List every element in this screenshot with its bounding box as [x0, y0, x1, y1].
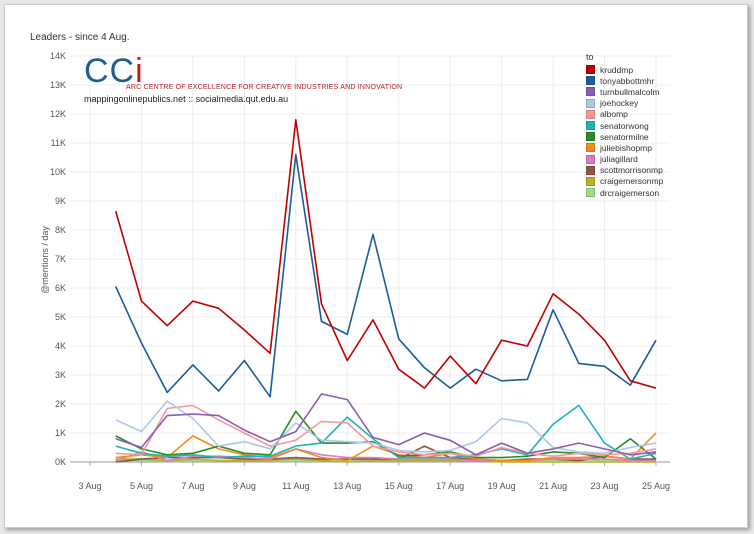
logo-tagline: ARC CENTRE OF EXCELLENCE FOR CREATIVE IN…	[126, 84, 403, 91]
legend-item-joehockey[interactable]: joehockey	[586, 98, 716, 109]
legend-item-turnbullmalcolm[interactable]: turnbullmalcolm	[586, 86, 716, 97]
x-tick-label: 11 Aug	[282, 481, 309, 491]
y-tick-label: 11K	[51, 138, 66, 148]
chart-title: Leaders - since 4 Aug.	[30, 32, 130, 43]
legend-label: turnbullmalcolm	[600, 86, 660, 97]
legend-label: senatorwong	[600, 120, 649, 131]
x-tick-label: 15 Aug	[385, 481, 413, 491]
series-line-kruddmp	[114, 119, 657, 389]
x-tick-label: 3 Aug	[78, 481, 101, 491]
series-line-turnbullmalcolm	[115, 393, 657, 456]
series-line-tonyabbottmhr	[114, 153, 657, 398]
logo-mark-letters: CC	[84, 52, 136, 90]
legend-label: juliebishopmp	[600, 142, 652, 153]
y-tick-label: 3K	[55, 370, 66, 380]
x-tick-label: 13 Aug	[333, 481, 361, 491]
logo-url: mappingonlinepublics.net :: socialmedia.…	[84, 94, 289, 104]
y-tick-label: 12K	[50, 109, 66, 119]
y-tick-label: 9K	[55, 196, 66, 206]
x-tick-label: 23 Aug	[591, 481, 619, 491]
legend-item-albomp[interactable]: albomp	[586, 109, 716, 120]
legend-swatch	[586, 176, 595, 186]
x-tick-label: 17 Aug	[436, 481, 464, 491]
logo-mark: CCi	[84, 54, 144, 88]
y-tick-label: 2K	[55, 399, 66, 409]
y-tick-label: 13K	[50, 80, 66, 90]
legend-label: craigemersonmp	[600, 176, 664, 187]
legend-swatch	[586, 87, 595, 97]
legend-swatch	[586, 143, 595, 153]
series-line-joehockey	[115, 400, 657, 455]
legend-title: to	[586, 52, 594, 62]
series-lines	[114, 119, 657, 463]
y-tick-label: 1K	[55, 428, 66, 438]
legend-item-tonyabbottmhr[interactable]: tonyabbottmhr	[586, 75, 716, 86]
logo-mark-i: i	[135, 52, 144, 90]
cci-logo: CCi ARC CENTRE OF EXCELLENCE FOR CREATIV…	[84, 54, 402, 91]
legend-item-scottmorrisonmp[interactable]: scottmorrisonmp	[586, 165, 716, 176]
legend-swatch	[586, 132, 595, 142]
x-axis: 3 Aug 5 Aug 7 Aug 9 Aug 11 Aug 13 Aug 15 Aug 17…	[70, 461, 670, 491]
y-tick-label: 10K	[50, 167, 66, 177]
legend-swatch	[586, 109, 595, 119]
legend-item-kruddmp[interactable]: kruddmp	[586, 64, 716, 75]
gridlines	[70, 55, 670, 463]
legend-swatch	[586, 188, 595, 198]
y-tick-label: 4K	[55, 341, 66, 351]
legend-label: senatormilne	[600, 131, 649, 142]
y-axis-label: @mentions / day	[40, 226, 50, 294]
legend-item-drcraigemerson[interactable]: drcraigemerson	[586, 187, 716, 198]
x-tick-label: 9 Aug	[233, 481, 256, 491]
legend-items: kruddmp tonyabbottmhr turnbullmalcolm joeho…	[586, 64, 716, 198]
y-tick-label: 6K	[55, 283, 66, 293]
legend-swatch	[586, 154, 595, 164]
legend: to kruddmp tonyabbottmhr turnbullmalcolm jo…	[586, 52, 716, 198]
legend-label: albomp	[600, 109, 628, 120]
y-axis: 0K 1K 2K 3K 4K 5K 6K 7K 8K 9K 10K 11K 12K 13K 14K	[50, 51, 66, 467]
legend-label: juliagillard	[600, 154, 638, 165]
y-tick-label: 14K	[50, 51, 66, 61]
x-tick-label: 25 Aug	[642, 481, 670, 491]
legend-swatch	[586, 65, 595, 75]
legend-item-juliagillard[interactable]: juliagillard	[586, 154, 716, 165]
legend-label: joehockey	[600, 98, 639, 109]
legend-item-senatormilne[interactable]: senatormilne	[586, 131, 716, 142]
y-tick-label: 7K	[55, 254, 66, 264]
legend-label: tonyabbottmhr	[600, 75, 655, 86]
legend-label: drcraigemerson	[600, 187, 660, 198]
y-tick-label: 0K	[55, 457, 66, 467]
y-tick-label: 5K	[55, 312, 66, 322]
legend-swatch	[586, 76, 595, 86]
legend-swatch	[586, 98, 595, 108]
legend-item-juliebishopmp[interactable]: juliebishopmp	[586, 142, 716, 153]
series-line-craigemersonmp	[115, 458, 656, 463]
series-line-albomp	[115, 404, 657, 458]
legend-item-senatorwong[interactable]: senatorwong	[586, 120, 716, 131]
x-tick-label: 5 Aug	[130, 481, 153, 491]
y-tick-label: 8K	[55, 225, 66, 235]
x-tick-label: 21 Aug	[539, 481, 567, 491]
series-line-juliebishopmp	[115, 432, 657, 462]
legend-label: kruddmp	[600, 64, 634, 75]
legend-label: scottmorrisonmp	[600, 165, 663, 176]
x-tick-label: 19 Aug	[488, 481, 516, 491]
legend-item-craigemersonmp[interactable]: craigemersonmp	[586, 176, 716, 187]
x-tick-label: 7 Aug	[181, 481, 204, 491]
legend-swatch	[586, 165, 595, 175]
legend-swatch	[586, 121, 595, 131]
